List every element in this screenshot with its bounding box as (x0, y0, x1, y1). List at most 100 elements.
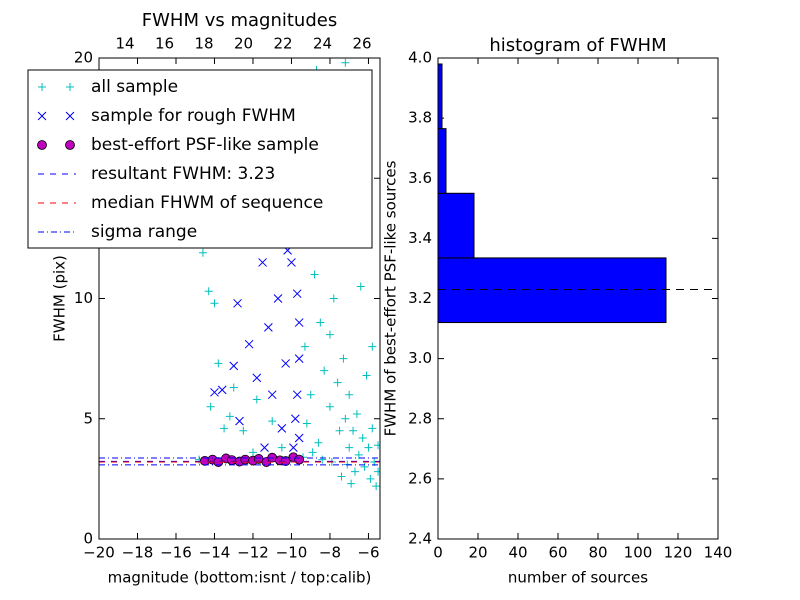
point (335, 426, 344, 435)
x-tick-label: −16 (160, 544, 192, 562)
legend-label: sigma range (91, 222, 197, 242)
point (210, 387, 219, 397)
point (260, 443, 269, 452)
y-tick-label: 5 (83, 409, 93, 427)
point (294, 433, 304, 443)
point (244, 339, 254, 349)
point (294, 318, 304, 327)
x-tick-label: 0 (433, 544, 443, 562)
point (306, 390, 315, 399)
point (314, 438, 323, 447)
x-tick-label: 140 (704, 544, 733, 562)
point (258, 258, 267, 267)
x-tick-label: 100 (624, 544, 653, 562)
legend-label: resultant FWHM: 3.23 (91, 164, 275, 184)
y-tick-label: 4.0 (408, 49, 432, 67)
point (360, 462, 369, 471)
point (320, 366, 329, 375)
point (374, 441, 380, 450)
x2-tick-label: 14 (116, 35, 135, 53)
point (289, 443, 298, 452)
x-tick-label: −10 (276, 544, 308, 562)
histogram-bar (437, 128, 447, 194)
point (308, 448, 317, 457)
point (277, 424, 287, 433)
y-tick-label: 2.4 (408, 530, 432, 548)
point (287, 258, 296, 267)
histogram-bar (437, 63, 443, 130)
point (341, 58, 350, 67)
y-tick-label: 20 (74, 49, 93, 67)
point (356, 282, 365, 291)
point (354, 450, 363, 459)
legend-label: best-effort PSF-like sample (91, 135, 319, 155)
point (66, 83, 74, 91)
point (217, 385, 227, 395)
x2-tick-label: 16 (155, 35, 174, 53)
x-tick-label: 40 (508, 544, 527, 562)
point (37, 111, 47, 121)
point (252, 373, 262, 383)
y-tick-label: 2.6 (408, 469, 432, 487)
point (329, 294, 338, 303)
point (352, 409, 361, 418)
y-tick-label: 3.2 (408, 289, 432, 307)
point (233, 298, 242, 308)
point (333, 378, 342, 387)
point (341, 414, 350, 423)
point (318, 455, 327, 464)
axes-frame (98, 57, 381, 540)
axes-frame (437, 57, 719, 540)
y-tick-label: 3.8 (408, 109, 432, 127)
point (339, 354, 348, 363)
point (374, 467, 380, 476)
point (325, 402, 334, 411)
point (294, 354, 304, 363)
histogram-bar (437, 192, 475, 259)
y-tick-label: 10 (74, 289, 93, 307)
y-tick-label: 2.8 (408, 409, 432, 427)
point (225, 412, 234, 421)
point (65, 140, 75, 150)
legend-label: sample for rough FWHM (91, 106, 296, 126)
x-tick-label: 20 (468, 544, 487, 562)
x-tick-label: −12 (237, 544, 269, 562)
point (300, 342, 309, 351)
point (368, 424, 377, 433)
point (349, 426, 358, 435)
point (198, 248, 207, 257)
point (252, 395, 261, 404)
legend-label: median FHWM of sequence (91, 193, 323, 213)
point (302, 419, 311, 428)
point (38, 83, 46, 91)
point (220, 424, 229, 433)
point (229, 383, 238, 392)
point (325, 330, 334, 339)
point (268, 417, 277, 426)
legend-label: all sample (91, 77, 178, 97)
x2-tick-label: 22 (273, 35, 292, 53)
point (239, 426, 248, 435)
x-tick-label: 80 (588, 544, 607, 562)
point (277, 443, 286, 452)
point (372, 482, 380, 491)
point (264, 323, 273, 332)
histogram-bar (437, 257, 667, 324)
point (347, 479, 356, 488)
y-axis-label: FWHM of best-effort PSF-like sources (382, 160, 400, 436)
point (292, 390, 302, 400)
point (281, 359, 291, 368)
point (350, 467, 359, 476)
x2-tick-label: 26 (352, 35, 371, 53)
x2-tick-label: 24 (313, 35, 332, 53)
plot-area (99, 58, 380, 491)
point (345, 443, 354, 452)
y-tick-label: 3.4 (408, 229, 432, 247)
point (310, 270, 319, 279)
x-tick-label: −6 (357, 544, 379, 562)
point (345, 390, 354, 399)
legend-box (27, 69, 373, 249)
point (248, 448, 257, 457)
x2-tick-label: 18 (195, 35, 214, 53)
